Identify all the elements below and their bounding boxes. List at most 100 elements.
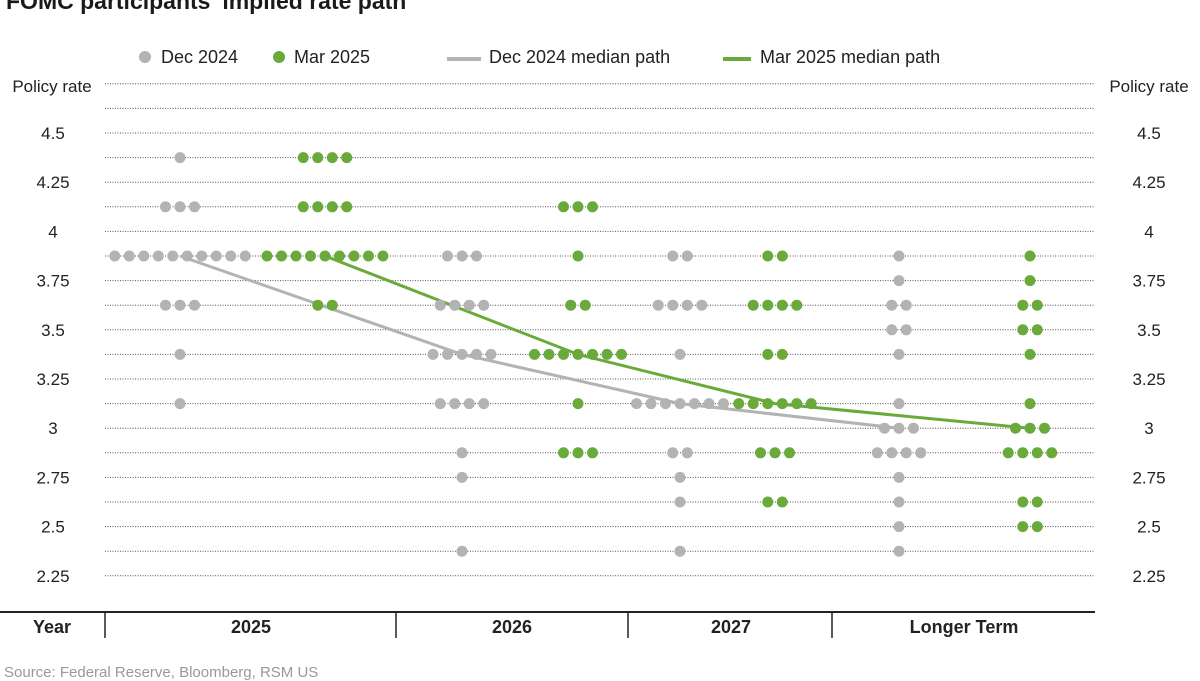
dot-point [601,348,613,360]
dot-point [377,250,389,262]
dot-point [616,348,627,360]
dot-point [543,348,555,360]
dot-point [565,299,577,311]
x-category-label: 2027 [711,617,751,637]
dot-point [776,250,788,262]
dot-point [449,398,461,410]
dot-point [174,398,186,410]
dot-point [334,250,345,262]
dot-point [900,324,912,336]
dot-point [174,348,186,360]
dot-point [776,398,788,410]
dot-point [1002,447,1014,459]
dot-point [762,496,774,508]
dot-point [747,398,759,410]
dot-point [893,250,905,262]
legend-label: Mar 2025 [294,47,370,67]
dot-point [762,250,774,262]
dot-point [1017,324,1029,336]
dot-point [312,152,324,164]
dot-point [1017,299,1029,311]
dot-point [348,250,360,262]
dot-point [660,398,671,410]
dot-point [297,201,309,213]
dot-point [363,250,374,262]
dot-point [681,299,693,311]
dot-point [167,250,179,262]
dot-point [762,398,774,410]
dot-point [572,348,584,360]
dot-point [652,299,664,311]
dot-point [1031,521,1043,533]
x-axis-label: Year [33,617,71,637]
dot-point [631,398,642,410]
dot-point [893,398,905,410]
dot-point [138,250,150,262]
dot-point [762,299,774,311]
dot-point [893,545,905,557]
dot-point [1024,250,1036,262]
dot-point [791,299,803,311]
dot-point [558,348,569,360]
y-tick-label-left: 3 [48,419,57,438]
dot-point [572,250,584,262]
dot-point [674,545,686,557]
dot-point [434,398,446,410]
dot-point [312,299,324,311]
dot-point [261,250,273,262]
dot-point [326,201,338,213]
dot-point [471,348,482,360]
dot-point [769,447,781,459]
dot-point [900,299,912,311]
source-note: Source: Federal Reserve, Bloomberg, RSM … [4,664,319,681]
dot-point [189,201,200,213]
dot-point [239,250,251,262]
dot-point [893,496,905,508]
dot-point [871,447,883,459]
dot-point [456,545,468,557]
dot-point [755,447,766,459]
dot-point [674,348,686,360]
dot-point [667,447,679,459]
dot-point [290,250,302,262]
x-axis: Year 2025 2026 2027 Longer Term [0,611,1095,638]
dot-point [879,422,890,434]
dot-point [587,447,598,459]
legend-marker-dot [273,51,285,63]
dot-point [442,348,453,360]
legend-marker-dot [139,51,151,63]
y-tick-label-left: 4 [48,222,57,241]
dot-point [123,250,135,262]
dot-point [449,299,461,311]
dot-point [886,324,898,336]
dot-point [485,348,497,360]
dot-point [572,398,584,410]
dot-point [1024,275,1036,287]
dot-point [674,471,686,483]
dot-point [681,447,693,459]
dot-point [160,201,171,213]
dot-point [674,398,686,410]
dot-point [181,250,193,262]
dot-point [893,348,905,360]
y-tick-label-right: 4.25 [1132,173,1165,192]
dot-point [791,398,803,410]
dot-point [478,299,490,311]
x-category-label: 2026 [492,617,532,637]
y-tick-label-right: 4 [1144,222,1153,241]
dot-point [456,447,468,459]
dot-point [689,398,700,410]
legend-label: Dec 2024 [161,47,238,67]
y-tick-label-right: 2.5 [1137,518,1161,537]
dot-point [893,422,905,434]
dot-point [456,471,468,483]
y-tick-label-right: 3 [1144,419,1153,438]
dot-point [312,201,324,213]
dot-point [681,250,693,262]
y-tick-label-right: 2.75 [1132,468,1165,487]
legend-label: Dec 2024 median path [489,47,670,67]
dot-point [174,152,186,164]
y-tick-label-left: 3.5 [41,321,65,340]
y-tick-label-right: 2.25 [1132,567,1165,586]
